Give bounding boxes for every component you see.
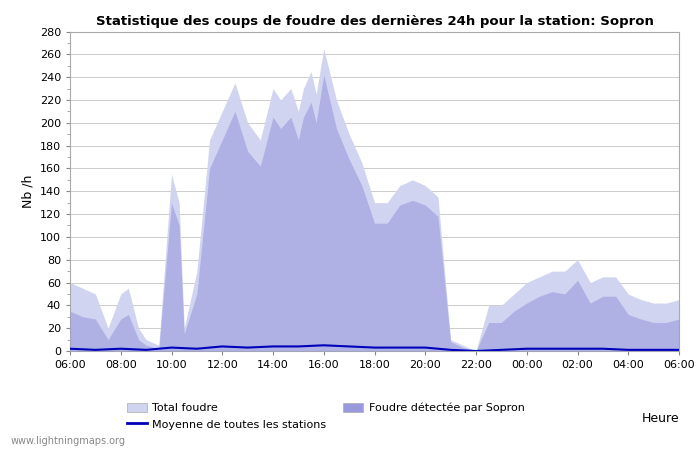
Text: www.lightningmaps.org: www.lightningmaps.org: [10, 436, 125, 446]
Title: Statistique des coups de foudre des dernières 24h pour la station: Sopron: Statistique des coups de foudre des dern…: [96, 14, 653, 27]
Text: Heure: Heure: [641, 412, 679, 425]
Y-axis label: Nb /h: Nb /h: [21, 175, 34, 208]
Legend: Total foudre, Moyenne de toutes les stations, Foudre détectée par Sopron: Total foudre, Moyenne de toutes les stat…: [122, 398, 529, 434]
